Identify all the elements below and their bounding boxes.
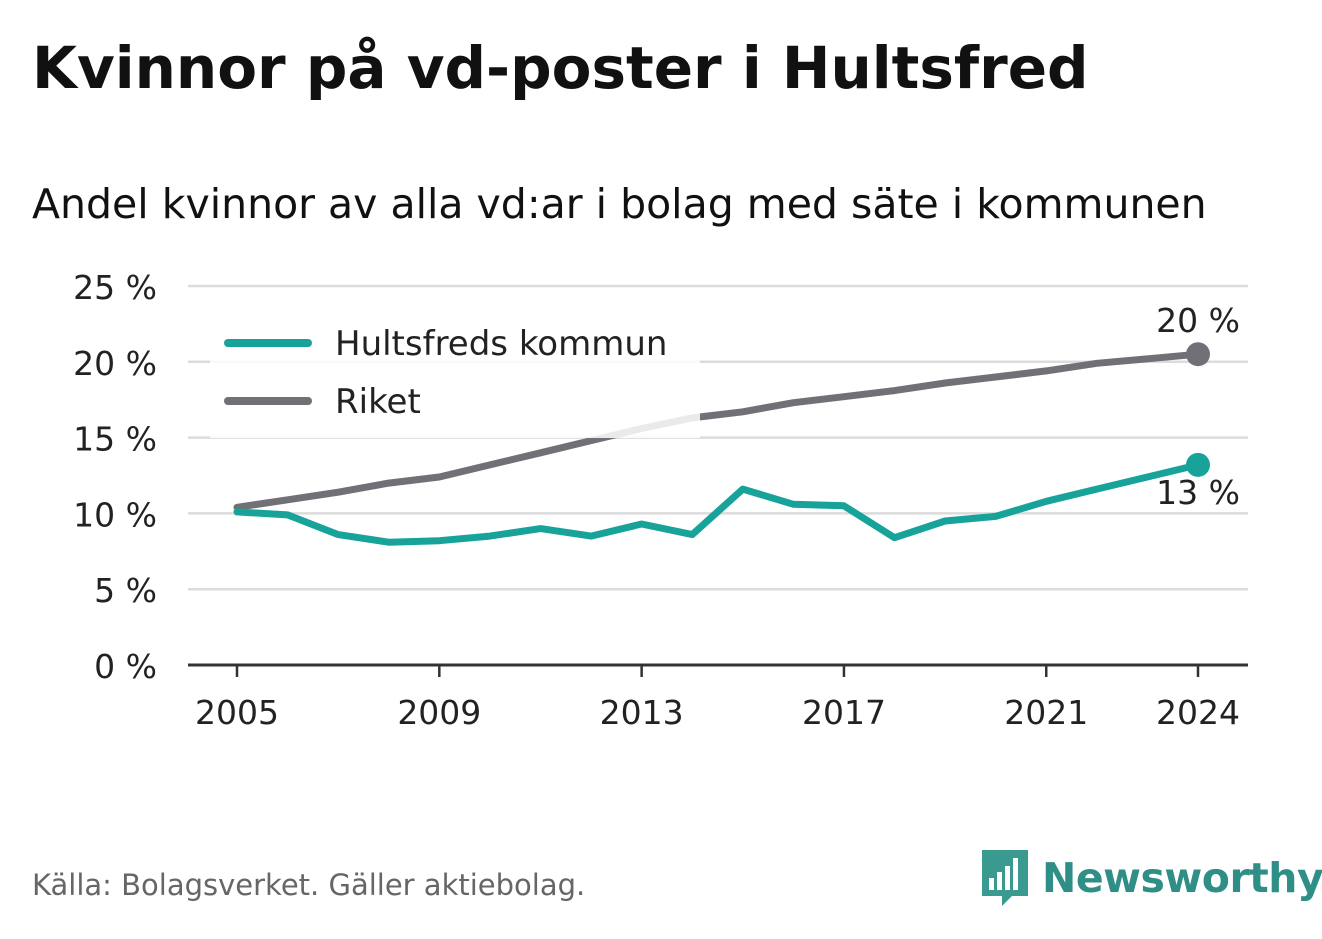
x-tick-label: 2017 bbox=[802, 693, 886, 732]
newsworthy-logo-icon bbox=[982, 850, 1028, 906]
x-tick-label: 2005 bbox=[195, 693, 279, 732]
line-chart: 0 %5 %10 %15 %20 %25 % 2005 2009 2013 2017 2… bbox=[73, 268, 1248, 732]
end-labels: 20 % 13 % bbox=[1153, 301, 1243, 515]
end-label-hultsfred: 13 % bbox=[1156, 473, 1240, 512]
x-tick-label: 2013 bbox=[600, 693, 684, 732]
series-end-point-1 bbox=[1186, 342, 1210, 367]
chart-title: Kvinnor på vd-poster i Hultsfred bbox=[32, 34, 1089, 102]
legend-label-1: Riket bbox=[335, 382, 421, 422]
y-axis-ticks: 0 % 5 % 10 % 15 % 20 % 25 % bbox=[73, 268, 157, 686]
legend: Hultsfreds kommun Riket bbox=[210, 316, 700, 438]
y-tick-label: 0 % bbox=[94, 647, 157, 686]
x-tick-label: 2021 bbox=[1004, 693, 1088, 732]
chart-subtitle: Andel kvinnor av alla vd:ar i bolag med … bbox=[32, 180, 1207, 228]
series-line-1 bbox=[233, 350, 1202, 511]
y-tick-label: 5 % bbox=[94, 571, 157, 610]
y-tick-label: 10 % bbox=[73, 495, 157, 534]
source-note: Källa: Bolagsverket. Gäller aktiebolag. bbox=[32, 868, 586, 902]
legend-label-0: Hultsfreds kommun bbox=[335, 324, 667, 364]
legend-background bbox=[210, 316, 700, 438]
x-tick-label: 2009 bbox=[397, 693, 481, 732]
x-axis: 2005 2009 2013 2017 2021 2024 bbox=[188, 663, 1248, 732]
y-tick-label: 20 % bbox=[73, 344, 157, 383]
brand-logo: Newsworthy bbox=[980, 848, 1322, 908]
end-label-riket: 20 % bbox=[1156, 301, 1240, 340]
y-tick-label: 15 % bbox=[73, 420, 157, 459]
y-tick-label: 25 % bbox=[73, 268, 157, 307]
series-lines bbox=[233, 342, 1210, 546]
series-line-0 bbox=[233, 461, 1202, 546]
brand-name: Newsworthy bbox=[1042, 854, 1322, 902]
series-end-point-0 bbox=[1186, 452, 1210, 477]
x-tick-label: 2024 bbox=[1156, 693, 1240, 732]
